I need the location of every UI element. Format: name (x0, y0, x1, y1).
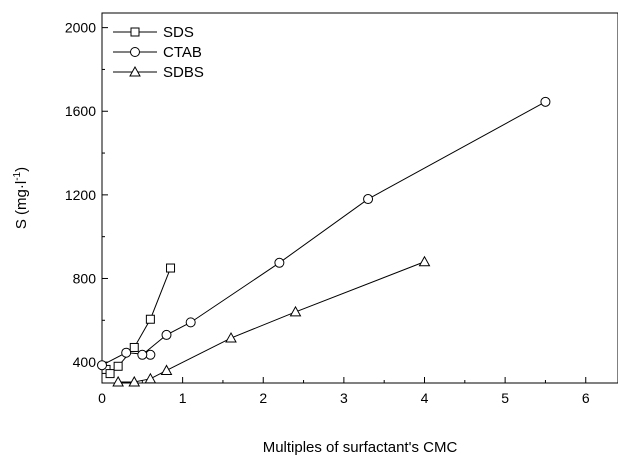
legend-label: CTAB (163, 44, 202, 61)
y-tick-label: 2000 (65, 20, 96, 36)
data-point-sds (113, 361, 123, 371)
data-point-ctab (97, 360, 107, 371)
plot-frame (101, 12, 618, 384)
series-line-ctab (101, 101, 546, 366)
data-point-ctab (274, 257, 285, 268)
y-tick-label: 800 (73, 270, 97, 286)
y-axis-title-close: ) (13, 167, 30, 172)
data-point-ctab (121, 347, 132, 358)
legend-item-sds: SDS (113, 24, 194, 41)
series-sds (101, 263, 176, 379)
x-tick-label: 2 (259, 390, 267, 406)
data-point-ctab (137, 349, 148, 360)
data-point-sdbs (418, 255, 431, 267)
y-axis-title: S (mg·l-1) (12, 167, 30, 229)
data-point-sds (145, 314, 155, 324)
series-layer (97, 96, 551, 387)
x-axis-title: Multiples of surfactant's CMC (263, 439, 458, 456)
data-point-sdbs (144, 372, 157, 384)
data-point-sdbs (225, 332, 237, 343)
data-point-ctab (161, 329, 172, 340)
x-tick-label: 5 (501, 390, 509, 406)
legend-marker (130, 47, 140, 57)
y-axis-title-sup: -1 (12, 171, 23, 180)
data-point-sdbs (289, 305, 302, 317)
legend-label: SDBS (163, 64, 204, 81)
data-point-sdbs (128, 375, 141, 387)
data-point-sds (105, 369, 115, 379)
y-axis: 400 800 1200 1600 2000 (65, 20, 108, 370)
x-tick-label: 0 (98, 390, 106, 406)
series-line-sdbs (118, 261, 425, 383)
data-point-sdbs (160, 364, 173, 375)
y-tick-label: 1600 (65, 103, 96, 119)
x-tick-label: 1 (179, 390, 187, 406)
legend-item-ctab: CTAB (113, 44, 202, 61)
x-tick-label: 3 (340, 390, 348, 406)
x-tick-label: 4 (421, 390, 429, 406)
series-sdbs (112, 255, 431, 387)
legend: SDS CTAB SDBS (113, 24, 204, 81)
data-point-ctab (363, 194, 374, 205)
legend-label: SDS (163, 24, 194, 41)
x-tick-label: 6 (582, 390, 590, 406)
data-point-ctab (540, 96, 551, 107)
data-point-sds (129, 342, 139, 352)
data-point-sdbs (112, 375, 124, 387)
data-point-ctab (185, 317, 196, 328)
legend-item-sdbs: SDBS (113, 64, 204, 81)
y-tick-label: 400 (73, 354, 97, 370)
legend-marker (129, 65, 141, 77)
data-point-sds (166, 263, 176, 273)
legend-marker (130, 27, 140, 37)
x-axis: 0 1 2 3 4 5 6 (98, 377, 590, 406)
y-axis-title-main: S (mg·l (13, 181, 30, 229)
series-ctab (97, 96, 551, 371)
y-tick-label: 1200 (65, 187, 96, 203)
